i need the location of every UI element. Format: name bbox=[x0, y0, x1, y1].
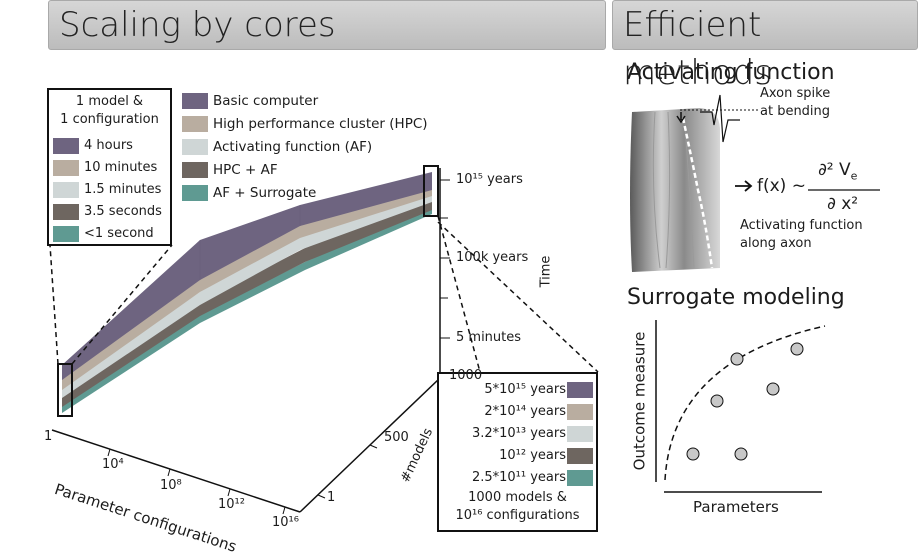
formula-lhs: f(x) ~ bbox=[757, 176, 806, 196]
box-one-title2: 1 configuration bbox=[60, 112, 159, 127]
sample-point bbox=[730, 352, 744, 366]
axon-path bbox=[681, 117, 714, 269]
box-big-row-3: 10¹² years bbox=[499, 448, 566, 463]
surrogate-y-label: Outcome measure bbox=[630, 331, 649, 471]
box-one-row-3: 3.5 seconds bbox=[84, 204, 162, 219]
box-big-swatch-0 bbox=[567, 382, 593, 398]
box-one-row-0: 4 hours bbox=[84, 138, 133, 153]
scaling-surface-plot bbox=[49, 165, 599, 515]
box-big-swatch-1 bbox=[567, 404, 593, 420]
surface-hpc bbox=[62, 184, 432, 390]
box-one-model: 1 model & 1 configuration 4 hours 10 min… bbox=[47, 88, 172, 246]
tissue-shape bbox=[630, 108, 720, 272]
box-big-footer2: 10¹⁶ configurations bbox=[455, 508, 580, 523]
section-header-efficient: Efficient methods bbox=[612, 0, 918, 93]
sample-point bbox=[686, 447, 700, 461]
models-tick-1: 500 bbox=[384, 430, 409, 445]
models-tick-0: 1000 bbox=[449, 368, 483, 383]
box-big-row-0: 5*10¹⁵ years bbox=[484, 382, 566, 397]
spike-label-2: at bending bbox=[760, 104, 831, 119]
arrow-down-icon bbox=[676, 112, 686, 124]
sample-point bbox=[790, 342, 804, 356]
legend-label-hpc: High performance cluster (HPC) bbox=[213, 116, 428, 132]
legend-label-hpc-af: HPC + AF bbox=[213, 162, 278, 178]
box-one-swatch-3 bbox=[53, 204, 79, 220]
surrogate-title: Surrogate modeling bbox=[627, 285, 845, 310]
box-one-swatch-4 bbox=[53, 226, 79, 242]
box-one-swatch-1 bbox=[53, 160, 79, 176]
param-tick-4: 10¹⁶ bbox=[272, 515, 299, 530]
legend-swatch-af-surrogate bbox=[182, 185, 208, 201]
box-big-swatch-3 bbox=[567, 448, 593, 464]
box-big-row-4: 2.5*10¹¹ years bbox=[471, 470, 566, 485]
surface-hpc-af bbox=[62, 198, 432, 407]
legend-swatch-af bbox=[182, 139, 208, 155]
sample-point bbox=[734, 447, 748, 461]
box-big-footer1: 1000 models & bbox=[468, 490, 567, 505]
surrogate-x-label: Parameters bbox=[693, 498, 779, 516]
af-desc-1: Activating function bbox=[740, 218, 863, 233]
af-title: Activating function bbox=[627, 60, 835, 85]
box-thousand-models: 5*10¹⁵ years 2*10¹⁴ years 3.2*10¹³ years… bbox=[437, 372, 598, 532]
legend-swatch-hpc bbox=[182, 116, 208, 132]
highlight-small bbox=[57, 363, 73, 417]
legend-label-af-surrogate: AF + Surrogate bbox=[213, 185, 317, 201]
surrogate-curve bbox=[664, 325, 826, 481]
models-tick-2: 1 bbox=[327, 490, 336, 505]
param-tick-1: 10⁴ bbox=[102, 457, 124, 472]
surface-af-surrogate bbox=[62, 206, 432, 413]
highlight-large bbox=[423, 165, 439, 217]
legend-label-af: Activating function (AF) bbox=[213, 139, 373, 155]
box-big-swatch-4 bbox=[567, 470, 593, 486]
sample-point bbox=[766, 382, 780, 396]
box-one-swatch-0 bbox=[53, 138, 79, 154]
arrow-right-icon bbox=[735, 180, 753, 192]
param-tick-2: 10⁸ bbox=[160, 478, 182, 493]
time-tick-0: 10¹⁵ years bbox=[456, 172, 523, 187]
box-big-row-2: 3.2*10¹³ years bbox=[471, 426, 566, 441]
sample-point bbox=[710, 394, 724, 408]
af-desc-2: along axon bbox=[740, 236, 812, 251]
box-one-row-2: 1.5 minutes bbox=[84, 182, 162, 197]
legend-swatch-hpc-af bbox=[182, 162, 208, 178]
legend-swatch-basic bbox=[182, 93, 208, 109]
box-one-row-1: 10 minutes bbox=[84, 160, 158, 175]
surface-activating-function bbox=[62, 192, 432, 398]
axon-illustration bbox=[630, 94, 880, 272]
formula-denominator: ∂ x² bbox=[827, 194, 859, 214]
spike-label-1: Axon spike bbox=[760, 86, 831, 101]
surface-basic-computer bbox=[62, 172, 432, 380]
surrogate-plot bbox=[655, 320, 826, 493]
spike-trace bbox=[700, 94, 740, 143]
box-big-row-1: 2*10¹⁴ years bbox=[484, 404, 566, 419]
box-one-row-4: <1 second bbox=[84, 226, 154, 241]
param-tick-3: 10¹² bbox=[218, 497, 245, 512]
time-tick-1: 100k years bbox=[456, 250, 529, 265]
section-header-scaling: Scaling by cores bbox=[48, 0, 606, 50]
time-tick-2: 5 minutes bbox=[456, 330, 522, 345]
legend-label-basic: Basic computer bbox=[213, 93, 319, 109]
formula-numerator: ∂² Ve bbox=[818, 160, 858, 183]
box-one-swatch-2 bbox=[53, 182, 79, 198]
box-big-swatch-2 bbox=[567, 426, 593, 442]
box-one-title1: 1 model & bbox=[75, 94, 144, 109]
param-tick-0: 1 bbox=[44, 429, 53, 444]
x-axis-floor bbox=[51, 429, 301, 513]
